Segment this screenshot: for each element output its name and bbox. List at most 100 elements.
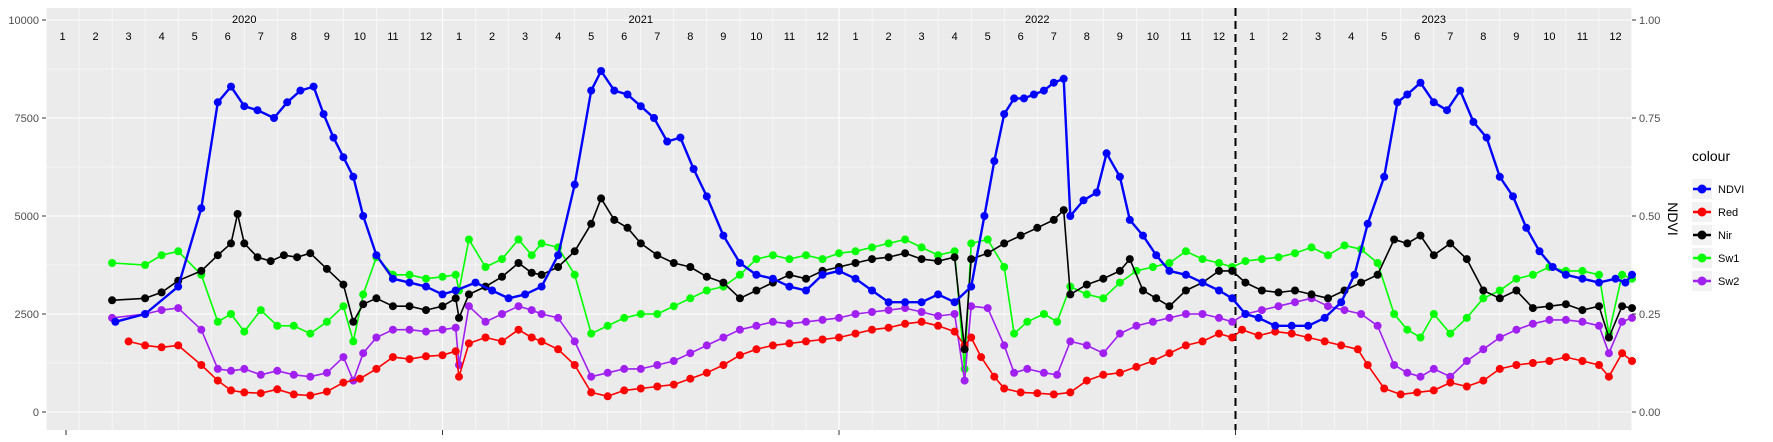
data-point-ndvi	[570, 180, 579, 189]
data-point-nir	[1228, 266, 1237, 275]
month-label: 1	[59, 31, 65, 43]
data-point-ndvi	[1628, 270, 1636, 279]
data-point-nir	[1291, 286, 1299, 295]
month-label: 3	[126, 31, 132, 43]
data-point-red	[527, 333, 536, 342]
month-label: 5	[192, 31, 198, 43]
data-point-ndvi	[253, 106, 262, 115]
data-point-sw2	[1053, 370, 1062, 379]
data-point-red	[1304, 333, 1313, 342]
month-label: 9	[720, 31, 726, 43]
data-point-sw1	[306, 329, 315, 338]
data-point-red	[1132, 362, 1141, 371]
data-point-sw2	[405, 325, 414, 334]
data-point-ndvi	[296, 86, 305, 95]
month-label: 12	[1213, 31, 1225, 43]
data-point-ndvi	[967, 282, 976, 291]
data-point-sw1	[917, 243, 926, 252]
data-point-ndvi	[1304, 321, 1313, 330]
data-point-red	[1000, 384, 1009, 393]
month-label: 10	[1147, 31, 1159, 43]
data-point-nir	[279, 251, 288, 260]
data-point-sw1	[1324, 251, 1332, 260]
data-point-sw1	[1165, 259, 1174, 267]
data-point-red	[835, 333, 843, 342]
data-point-sw1	[735, 270, 744, 279]
y-left-tick-label: 7500	[15, 113, 39, 125]
data-point-red	[1066, 388, 1075, 397]
data-point-ndvi	[1049, 78, 1058, 87]
data-point-red	[1271, 327, 1280, 336]
data-point-red	[1561, 353, 1570, 362]
data-point-sw1	[901, 235, 910, 244]
data-point-sw2	[686, 349, 695, 358]
legend-key-point	[1697, 276, 1707, 286]
data-point-red	[438, 351, 447, 360]
month-label: 10	[1543, 31, 1555, 43]
data-point-sw2	[273, 366, 282, 375]
data-point-red	[213, 376, 222, 385]
data-point-sw1	[802, 251, 810, 260]
data-point-red	[141, 341, 150, 350]
data-point-red	[1254, 331, 1263, 340]
data-point-nir	[570, 247, 579, 256]
data-point-ndvi	[174, 282, 183, 291]
data-point-sw1	[1578, 266, 1587, 275]
data-point-nir	[293, 253, 302, 262]
data-point-sw2	[1628, 313, 1636, 322]
month-label: 11	[387, 31, 398, 43]
data-point-sw2	[934, 312, 943, 320]
data-point-sw2	[527, 306, 536, 315]
data-point-sw2	[835, 313, 843, 322]
data-point-nir	[1082, 280, 1091, 289]
data-point-sw1	[1446, 329, 1455, 338]
data-point-sw2	[1291, 298, 1299, 307]
y-right-tick-label: 0.25	[1639, 309, 1660, 321]
legend-label: Sw2	[1718, 276, 1739, 288]
data-point-sw1	[1462, 313, 1471, 322]
data-point-ndvi	[1115, 172, 1124, 181]
data-point-sw1	[1099, 294, 1108, 303]
month-label: 9	[1117, 31, 1123, 43]
data-point-red	[1363, 361, 1372, 369]
data-point-sw2	[802, 317, 810, 326]
data-point-red	[197, 361, 206, 369]
data-point-sw2	[1595, 321, 1603, 330]
month-label: 10	[354, 31, 366, 43]
data-point-ndvi	[388, 274, 397, 283]
data-point-red	[1215, 329, 1223, 338]
month-label: 5	[1381, 31, 1387, 43]
data-point-red	[1595, 361, 1603, 369]
data-point-red	[388, 353, 397, 362]
data-point-ndvi	[689, 165, 698, 173]
data-point-sw2	[339, 353, 348, 362]
data-point-red	[1528, 359, 1537, 367]
data-point-sw1	[1479, 294, 1488, 303]
month-label: 12	[1609, 31, 1621, 43]
data-point-red	[868, 325, 876, 334]
data-point-sw1	[514, 235, 523, 244]
data-point-nir	[851, 259, 860, 267]
month-label: 3	[1315, 31, 1321, 43]
data-point-red	[1228, 333, 1237, 342]
data-point-nir	[1215, 266, 1223, 275]
month-label: 4	[1348, 31, 1354, 43]
data-point-sw2	[1357, 310, 1366, 318]
data-point-red	[1165, 349, 1174, 358]
data-point-sw2	[768, 317, 777, 326]
data-point-sw2	[451, 323, 460, 332]
data-point-sw1	[934, 251, 943, 260]
month-label: 2	[1282, 31, 1288, 43]
data-point-red	[967, 333, 976, 342]
data-point-nir	[967, 255, 976, 264]
data-point-sw1	[1291, 249, 1299, 258]
data-point-nir	[197, 266, 206, 275]
data-point-sw2	[702, 341, 711, 350]
data-point-ndvi	[1337, 298, 1346, 307]
data-point-nir	[623, 223, 632, 232]
data-point-red	[1618, 349, 1627, 358]
data-point-nir	[934, 257, 943, 266]
data-point-ndvi	[213, 98, 222, 107]
month-label: 1	[852, 31, 858, 43]
data-point-ndvi	[768, 274, 777, 283]
